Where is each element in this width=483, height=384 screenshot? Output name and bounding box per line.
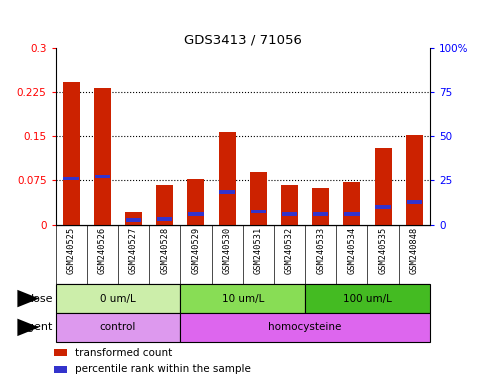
Text: agent: agent <box>21 322 53 333</box>
Bar <box>305 284 430 313</box>
Bar <box>126 218 141 222</box>
Bar <box>54 349 67 356</box>
Text: GSM240528: GSM240528 <box>160 227 169 274</box>
Text: control: control <box>100 322 136 333</box>
Bar <box>219 190 235 194</box>
Bar <box>180 313 430 342</box>
Text: GSM240526: GSM240526 <box>98 227 107 274</box>
Text: GSM240529: GSM240529 <box>191 227 200 274</box>
Text: 100 um/L: 100 um/L <box>343 293 392 304</box>
Text: GSM240848: GSM240848 <box>410 227 419 274</box>
Title: GDS3413 / 71056: GDS3413 / 71056 <box>184 34 302 47</box>
Bar <box>344 212 360 216</box>
Bar <box>188 212 204 216</box>
Bar <box>407 200 422 204</box>
Polygon shape <box>17 319 39 336</box>
Text: GSM240533: GSM240533 <box>316 227 325 274</box>
Text: homocysteine: homocysteine <box>269 322 342 333</box>
Bar <box>282 212 297 216</box>
Bar <box>251 210 266 214</box>
Bar <box>94 88 111 225</box>
Bar <box>406 135 423 225</box>
Bar <box>95 175 110 178</box>
Bar <box>156 185 173 225</box>
Text: GSM240525: GSM240525 <box>67 227 76 274</box>
Text: 10 um/L: 10 um/L <box>222 293 264 304</box>
Bar <box>157 217 172 220</box>
Text: GSM240532: GSM240532 <box>285 227 294 274</box>
Bar <box>63 82 80 225</box>
Bar <box>180 284 305 313</box>
Text: percentile rank within the sample: percentile rank within the sample <box>75 364 251 374</box>
Text: GSM240531: GSM240531 <box>254 227 263 274</box>
Text: GSM240527: GSM240527 <box>129 227 138 274</box>
Bar <box>54 366 67 373</box>
Polygon shape <box>17 290 39 307</box>
Text: GSM240530: GSM240530 <box>223 227 232 274</box>
Text: GSM240534: GSM240534 <box>347 227 356 274</box>
Bar <box>375 205 391 209</box>
Bar <box>281 185 298 225</box>
Bar <box>56 313 180 342</box>
Text: GSM240535: GSM240535 <box>379 227 387 274</box>
Text: 0 um/L: 0 um/L <box>100 293 136 304</box>
Bar <box>313 212 328 216</box>
Text: transformed count: transformed count <box>75 348 172 358</box>
Bar <box>218 132 236 225</box>
Bar <box>63 177 79 180</box>
Bar <box>374 148 392 225</box>
Bar <box>343 182 360 225</box>
Bar <box>187 179 204 225</box>
Bar <box>125 212 142 225</box>
Bar <box>250 172 267 225</box>
Bar <box>312 188 329 225</box>
Bar <box>56 284 180 313</box>
Text: dose: dose <box>27 293 53 304</box>
